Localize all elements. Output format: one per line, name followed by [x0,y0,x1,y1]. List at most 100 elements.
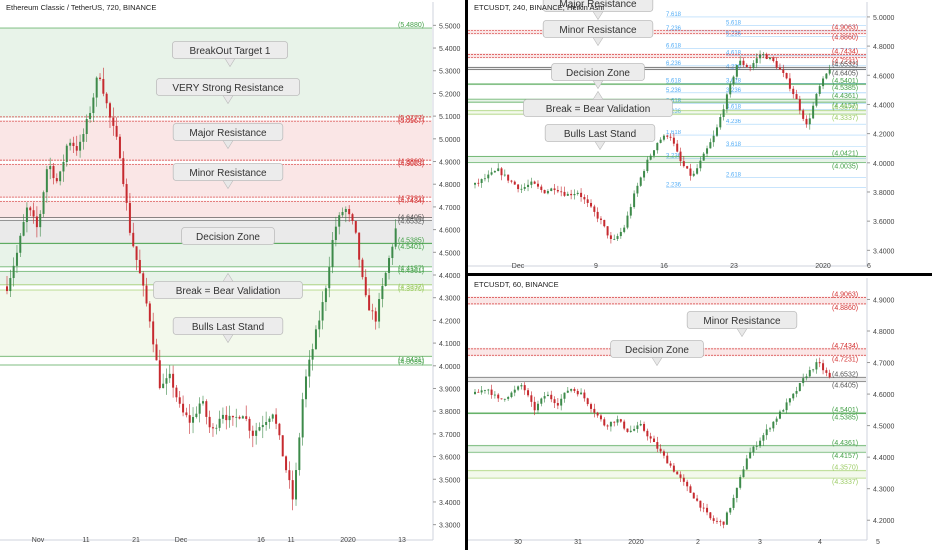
candle-body [314,329,317,350]
candle-body [812,105,815,119]
candle-body [576,192,579,194]
candle-body [586,398,589,405]
price-tick-label: 4.0000 [439,364,461,371]
fib-label: 2.618 [726,172,742,178]
candle-body [198,403,201,414]
candle-body [815,93,818,106]
candle-body [772,57,775,62]
candle-body [669,136,672,138]
candle-body [251,430,254,436]
candle-body [656,142,659,151]
candle-body [699,160,702,169]
candle-body [775,418,778,422]
price-tick-label: 3.3000 [439,523,461,530]
candle-body [510,180,513,182]
candle-body [298,437,301,471]
candle-body [122,158,125,185]
candle-body [374,311,377,322]
candle-body [285,456,288,471]
level-zone [0,242,432,268]
callout-box [172,123,284,141]
candle-body [596,412,599,416]
candle-body [384,272,387,286]
time-tick-label: 31 [574,539,582,546]
candle-body [208,416,211,428]
fib-label: 5.618 [726,21,742,27]
candle-body [517,386,520,390]
candle-body [646,430,649,437]
callout-label: BreakOut Target 1 [190,46,271,57]
candle-body [682,161,685,167]
candle-body [378,299,381,322]
price-tick-label: 3.8000 [439,409,461,416]
candle-body [702,507,705,509]
callout-label: Minor Resistance [189,168,267,179]
time-tick-label: 2020 [340,537,356,544]
candle-body [818,362,821,364]
candle-body [752,446,755,453]
level-label: (4.3337) [398,284,424,291]
candle-body [765,54,768,59]
candle-body [646,159,649,172]
candle-body [35,216,38,228]
candle-body [295,470,298,500]
candle-body [168,373,171,379]
candle-body [281,435,284,457]
candle-body [808,370,811,377]
candle-body [202,401,204,404]
candle-body [99,77,102,79]
candle-body [573,193,576,196]
fib-label: 2.236 [666,109,682,115]
candle-body [805,376,808,379]
candle-body [162,383,165,389]
candle-body [85,118,88,135]
candle-body [662,135,665,140]
candle-body [825,370,828,373]
candle-body [772,421,775,429]
candle-body [702,153,705,161]
candle-body [616,419,619,423]
level-label: (4.5385) [398,238,424,245]
candle-body [118,136,121,159]
time-tick-label: 4 [818,539,822,546]
candle-body [749,67,752,68]
candle-body [311,349,314,360]
candle-body [556,403,559,406]
candle-body [132,232,135,247]
candle-body [656,442,659,449]
callout-box [171,41,288,59]
candle-body [722,521,725,525]
callout-label: Decision Zone [566,68,630,79]
candle-body [348,208,351,215]
candle-body [593,206,596,212]
level-label: (4.6532) [832,371,858,378]
candle-body [235,416,238,418]
candle-body [775,61,778,68]
fib-label: 5.618 [666,78,682,84]
candle-body [12,265,15,279]
candle-body [828,372,831,378]
candle-body [391,246,394,259]
level-label: (4.8860) [832,35,858,42]
fib-label: 1.618 [666,130,682,136]
candle-body [105,93,108,104]
candle-body [255,430,258,436]
fib-label: 4.618 [726,51,742,57]
price-tick-label: 4.6000 [873,392,895,399]
candle-body [128,202,131,233]
candle-body [368,295,371,311]
candle-body [778,67,781,70]
candle-body [686,166,689,169]
candle-body [138,259,141,274]
callout-box [542,0,654,12]
candle-body [480,179,483,183]
candle-body [742,60,745,65]
level-zone [468,444,866,454]
candle-body [593,408,596,413]
candle-body [218,418,221,428]
candle-body [158,360,161,389]
time-tick-label: 2020 [628,539,644,546]
candle-body [566,390,569,393]
candle-body [42,192,45,214]
candle-body [808,118,811,125]
